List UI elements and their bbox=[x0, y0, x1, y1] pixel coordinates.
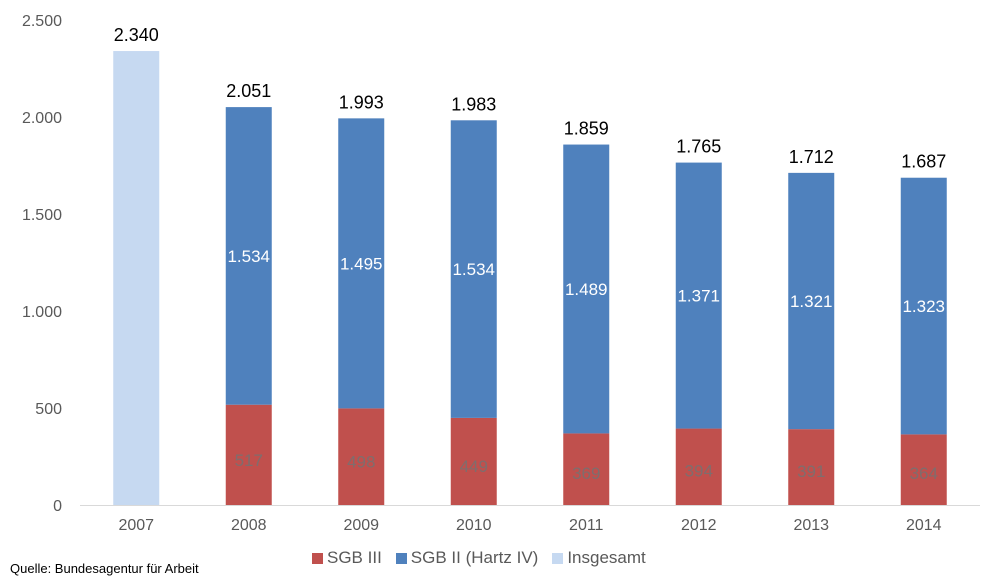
legend-label-sgb2: SGB II (Hartz IV) bbox=[410, 548, 539, 567]
bar-sgb2 bbox=[450, 120, 497, 418]
x-tick-label: 2009 bbox=[343, 517, 379, 534]
bar-sgb3 bbox=[450, 417, 497, 505]
total-label: 1.712 bbox=[789, 147, 834, 167]
y-tick-label: 1.500 bbox=[22, 207, 62, 224]
legend-swatch-sgb3 bbox=[312, 552, 323, 564]
total-label: 1.983 bbox=[451, 94, 496, 114]
y-tick-label: 2.500 bbox=[22, 13, 62, 30]
bar-sgb3 bbox=[788, 429, 835, 505]
data-label-sgb3: 391 bbox=[797, 462, 825, 481]
x-tick-label: 2010 bbox=[456, 517, 492, 534]
data-label-sgb3: 394 bbox=[685, 462, 713, 481]
x-tick-label: 2014 bbox=[906, 517, 942, 534]
chart-legend: SGB III SGB II (Hartz IV) Insgesamt bbox=[312, 548, 646, 568]
total-label: 2.340 bbox=[114, 25, 159, 45]
x-tick-label: 2008 bbox=[231, 517, 267, 534]
bar-sgb3 bbox=[563, 433, 610, 505]
bar-sgb2 bbox=[338, 118, 385, 409]
data-label-sgb3: 364 bbox=[910, 464, 938, 483]
stacked-bar-chart: 0 500 1.000 1.500 2.000 2.500 2007 2.340 2008 517… bbox=[22, 13, 980, 534]
bar-sgb3 bbox=[338, 408, 385, 505]
total-label: 1.993 bbox=[339, 92, 384, 112]
bar-sgb3 bbox=[675, 428, 722, 505]
bar-sgb2 bbox=[900, 177, 947, 435]
legend-item-sgb3: SGB III bbox=[312, 548, 382, 568]
data-label-sgb2: 1.489 bbox=[565, 280, 608, 299]
total-label: 1.687 bbox=[901, 152, 946, 172]
data-label-sgb3: 517 bbox=[235, 451, 263, 470]
data-label-sgb2: 1.321 bbox=[790, 292, 833, 311]
data-label-sgb3: 369 bbox=[572, 464, 600, 483]
bar-insgesamt bbox=[113, 51, 160, 505]
x-tick-label: 2011 bbox=[569, 517, 604, 534]
x-tick-label: 2007 bbox=[118, 517, 154, 534]
bar-sgb2 bbox=[563, 144, 610, 434]
legend-item-insgesamt: Insgesamt bbox=[552, 548, 646, 568]
total-label: 1.765 bbox=[676, 137, 721, 157]
data-label-sgb2: 1.323 bbox=[902, 297, 945, 316]
legend-item-sgb2: SGB II (Hartz IV) bbox=[395, 548, 539, 568]
y-tick-label: 500 bbox=[35, 401, 62, 418]
legend-swatch-sgb2 bbox=[395, 552, 407, 564]
x-tick-label: 2013 bbox=[793, 517, 829, 534]
y-tick-label: 0 bbox=[53, 498, 62, 515]
legend-label-insgesamt: Insgesamt bbox=[567, 548, 646, 567]
y-tick-label: 1.000 bbox=[22, 304, 62, 321]
data-label-sgb3: 449 bbox=[460, 457, 488, 476]
x-tick-label: 2012 bbox=[681, 517, 717, 534]
bar-sgb3 bbox=[225, 404, 272, 505]
bar-sgb2 bbox=[675, 162, 722, 429]
source-note: Quelle: Bundesagentur für Arbeit bbox=[10, 561, 199, 576]
total-label: 1.859 bbox=[564, 118, 609, 138]
bar-sgb3 bbox=[900, 434, 947, 505]
data-label-sgb2: 1.534 bbox=[452, 260, 495, 279]
legend-swatch-insgesamt bbox=[552, 552, 564, 564]
y-tick-label: 2.000 bbox=[22, 110, 62, 127]
legend-label-sgb3: SGB III bbox=[327, 548, 382, 567]
bar-sgb2 bbox=[225, 107, 272, 405]
data-label-sgb2: 1.371 bbox=[677, 287, 720, 306]
data-label-sgb3: 498 bbox=[347, 453, 375, 472]
bar-sgb2 bbox=[788, 172, 835, 430]
data-label-sgb2: 1.534 bbox=[227, 247, 270, 266]
data-label-sgb2: 1.495 bbox=[340, 254, 383, 273]
total-label: 2.051 bbox=[226, 81, 271, 101]
